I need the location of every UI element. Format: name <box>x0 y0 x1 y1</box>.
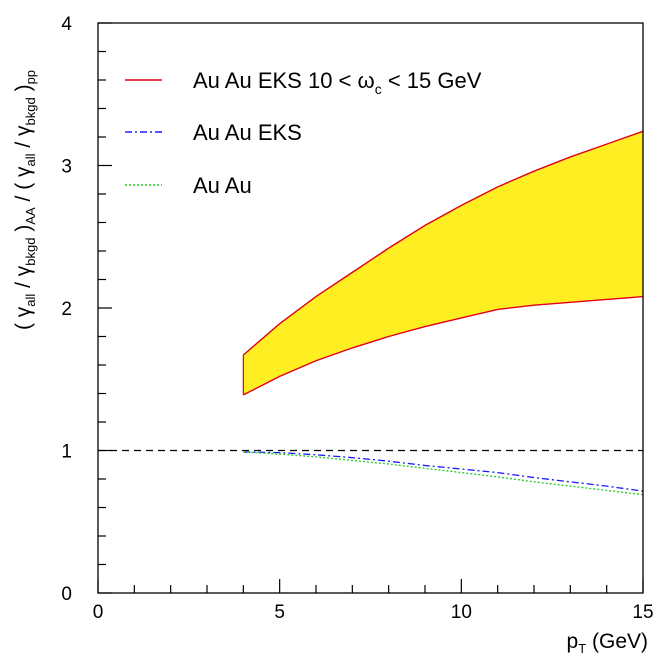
y-title-sub: bkgd <box>23 237 38 265</box>
y-title-sub: AA <box>23 207 38 225</box>
y-tick-label: 1 <box>61 442 72 463</box>
x-tick-label: 10 <box>451 602 472 623</box>
band-lower-edge <box>243 295 644 396</box>
legend-text-part: < 15 GeV <box>382 68 482 93</box>
legend-text-part: ω <box>358 68 375 93</box>
band-fill <box>243 131 644 395</box>
y-axis-title: ( γall / γbkgd )AA / ( γall / γbkgd )pp <box>12 70 38 330</box>
y-title-sub: all <box>23 153 38 166</box>
x-axis-title: pT (GeV) <box>567 630 648 656</box>
legend-label-band: Au Au EKS 10 < ωc < 15 GeV <box>193 68 482 97</box>
x-axis-title-unit: (GeV) <box>586 630 648 653</box>
y-title-sub: pp <box>23 70 38 84</box>
y-title-part: γ <box>12 306 35 317</box>
y-title-part: / <box>12 276 35 294</box>
y-tick-label: 2 <box>61 299 72 320</box>
y-title-part: γ <box>12 125 35 136</box>
legend-label-auau: Au Au <box>193 173 252 198</box>
series-line-0 <box>243 451 644 492</box>
band-upper-edge <box>242 130 644 356</box>
x-tick-labels: 0 5 10 15 <box>93 602 654 623</box>
y-title-part: γ <box>12 265 35 276</box>
x-tick-label: 5 <box>274 602 285 623</box>
band-layer <box>242 130 644 396</box>
y-title-part: γ <box>12 166 35 177</box>
y-title-sub: all <box>23 294 38 307</box>
legend-label-eks: Au Au EKS <box>193 120 302 145</box>
x-tick-label: 0 <box>93 602 104 623</box>
y-tick-label: 3 <box>61 157 72 178</box>
series-layer <box>243 451 644 496</box>
y-title-part: / <box>12 136 35 154</box>
y-title-part: ( <box>12 317 35 330</box>
x-axis-title-p: p <box>567 630 579 653</box>
y-title-part: / ( <box>12 177 35 207</box>
y-title-sub: bkgd <box>23 97 38 125</box>
y-tick-label: 4 <box>61 14 72 35</box>
legend: Au Au EKS 10 < ωc < 15 GeV Au Au EKS Au … <box>125 68 482 198</box>
tick-layer <box>97 22 644 594</box>
y-tick-label: 0 <box>61 584 72 605</box>
legend-text-part: Au Au EKS 10 < <box>193 68 358 93</box>
y-title-part: ) <box>12 225 35 238</box>
x-axis-title-sub: T <box>578 641 586 656</box>
y-tick-labels: 0 1 2 3 4 <box>61 14 72 605</box>
series-line-1 <box>243 451 644 496</box>
legend-text-sub: c <box>375 81 382 97</box>
x-tick-label: 15 <box>632 602 653 623</box>
y-title-part: ) <box>12 84 35 97</box>
